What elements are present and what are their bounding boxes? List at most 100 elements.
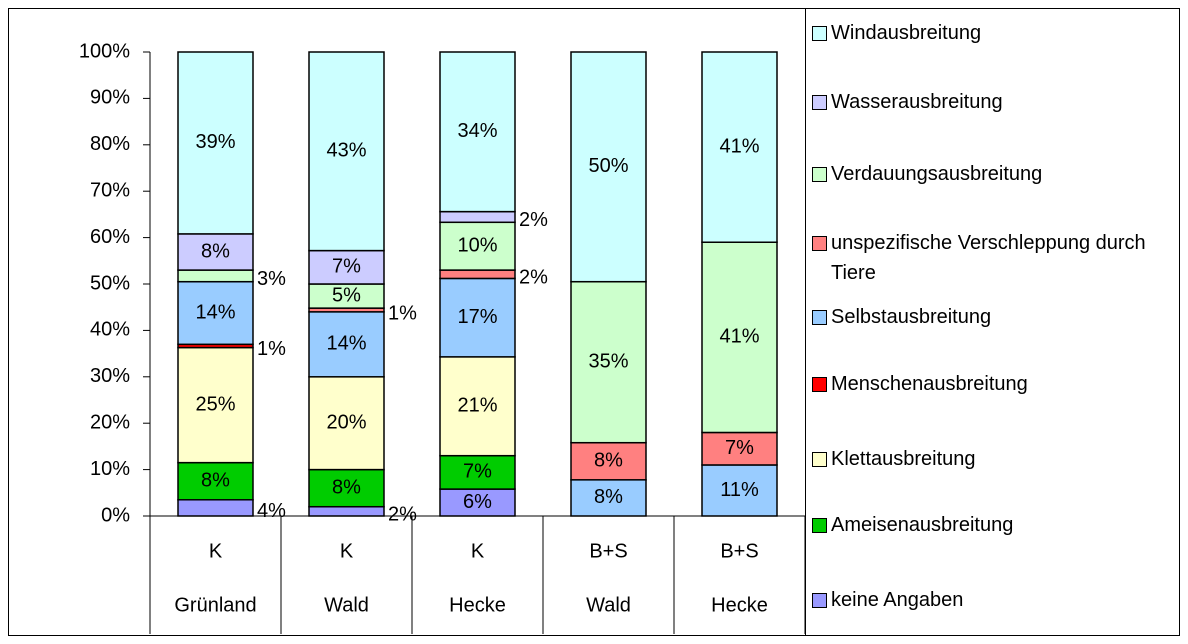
y-tick-label: 30% xyxy=(90,365,130,387)
legend-swatch xyxy=(812,95,827,110)
legend-entry: Wasserausbreitung xyxy=(812,87,1180,117)
data-label: 8% xyxy=(594,450,623,472)
bar-segment xyxy=(439,221,516,271)
bar-segment xyxy=(570,479,647,517)
bar-segment xyxy=(439,210,516,224)
legend-label: Klettausbreitung xyxy=(831,448,976,470)
legend-label: Wasserausbreitung xyxy=(831,91,1003,113)
bar-segment xyxy=(439,51,516,213)
data-label: 7% xyxy=(332,256,361,278)
bar-segment xyxy=(177,499,254,517)
data-label: 4% xyxy=(257,500,286,522)
y-tick-label: 50% xyxy=(90,272,130,294)
bar-segment xyxy=(439,277,516,358)
data-label: 17% xyxy=(457,306,497,328)
bar-segment xyxy=(177,346,254,464)
legend-swatch xyxy=(812,377,827,392)
bar-segment xyxy=(177,51,254,235)
y-tick-label: 40% xyxy=(90,319,130,341)
data-label: 11% xyxy=(720,479,759,501)
legend-swatch xyxy=(812,452,827,467)
x-tick-label: B+S xyxy=(720,540,758,562)
legend-entry: keine Angaben xyxy=(812,585,1180,615)
legend-swatch xyxy=(812,236,827,251)
x-tick-label: K xyxy=(209,540,223,562)
y-tick-label: 80% xyxy=(90,133,130,155)
x-tick-label: Wald xyxy=(586,594,631,616)
x-tick-label: B+S xyxy=(589,540,627,562)
data-label: 8% xyxy=(201,469,230,491)
data-label: 2% xyxy=(519,267,548,289)
data-label: 20% xyxy=(326,411,366,433)
x-tick-label: K xyxy=(471,540,485,562)
legend-label: unspezifische Verschleppung durch Tiere xyxy=(831,232,1146,284)
data-label: 14% xyxy=(195,301,235,323)
data-label: 8% xyxy=(201,240,230,262)
x-tick-label: Wald xyxy=(324,594,369,616)
y-tick-label: 10% xyxy=(90,458,130,480)
legend-entry: unspezifische Verschleppung durch Tiere xyxy=(812,228,1180,288)
data-label: 14% xyxy=(326,333,366,355)
legend-label: Ameisenausbreitung xyxy=(831,514,1014,536)
y-tick-label: 20% xyxy=(90,411,130,433)
data-label: 7% xyxy=(725,437,754,459)
x-tick-label: Hecke xyxy=(449,594,506,616)
bar-segment xyxy=(177,461,254,501)
legend-entry: Windausbreitung xyxy=(812,18,1180,48)
x-tick-label: Hecke xyxy=(711,594,768,616)
legend-label: Verdauungsausbreitung xyxy=(831,163,1043,185)
y-tick-label: 100% xyxy=(79,40,130,62)
legend-entry: Ameisenausbreitung xyxy=(812,510,1180,540)
bar-segment xyxy=(439,454,516,490)
legend-swatch xyxy=(812,593,827,608)
data-label: 35% xyxy=(588,350,628,372)
bar-segment xyxy=(308,249,385,285)
data-label: 1% xyxy=(388,302,417,324)
bar-segment xyxy=(439,269,516,280)
legend-swatch xyxy=(812,310,827,325)
data-label: 3% xyxy=(257,268,286,290)
legend-entry: Selbstausbreitung xyxy=(812,302,1180,332)
y-tick-label: 60% xyxy=(90,226,130,248)
data-label: 8% xyxy=(594,486,623,508)
bar-segment xyxy=(308,311,385,378)
data-label: 6% xyxy=(463,491,492,513)
x-tick-label: K xyxy=(340,540,354,562)
data-label: 34% xyxy=(457,120,497,142)
data-label: 41% xyxy=(719,326,759,348)
data-label: 25% xyxy=(195,393,235,415)
legend-label: Windausbreitung xyxy=(831,22,982,44)
bar-segment xyxy=(701,241,778,434)
legend-entry: Menschenausbreitung xyxy=(812,369,1180,399)
data-label: 43% xyxy=(326,140,366,162)
bar-segment xyxy=(177,280,254,346)
bar-segment xyxy=(701,51,778,243)
data-label: 21% xyxy=(457,395,497,417)
legend-label: Selbstausbreitung xyxy=(831,306,992,328)
data-label: 10% xyxy=(457,234,497,256)
bar-segment xyxy=(570,51,647,283)
legend-swatch xyxy=(812,26,827,41)
x-tick-label: Grünland xyxy=(174,594,256,616)
legend-entry: Verdauungsausbreitung xyxy=(812,159,1180,189)
legend-label: keine Angaben xyxy=(831,589,964,611)
data-label: 2% xyxy=(388,504,417,526)
legend-label: Menschenausbreitung xyxy=(831,373,1028,395)
y-tick-label: 0% xyxy=(101,504,130,526)
data-label: 1% xyxy=(257,338,286,360)
legend-swatch xyxy=(812,167,827,182)
data-label: 8% xyxy=(332,476,361,498)
data-label: 50% xyxy=(588,155,628,177)
bar-segment xyxy=(308,505,385,517)
data-label: 2% xyxy=(519,209,548,231)
frame xyxy=(8,8,1180,636)
y-tick-label: 90% xyxy=(90,87,130,109)
data-label: 7% xyxy=(463,461,492,483)
legend-entry: Klettausbreitung xyxy=(812,444,1180,474)
y-tick-label: 70% xyxy=(90,179,130,201)
bar-segment xyxy=(177,269,254,283)
bar-segment xyxy=(308,468,385,508)
bar-segment xyxy=(308,51,385,252)
